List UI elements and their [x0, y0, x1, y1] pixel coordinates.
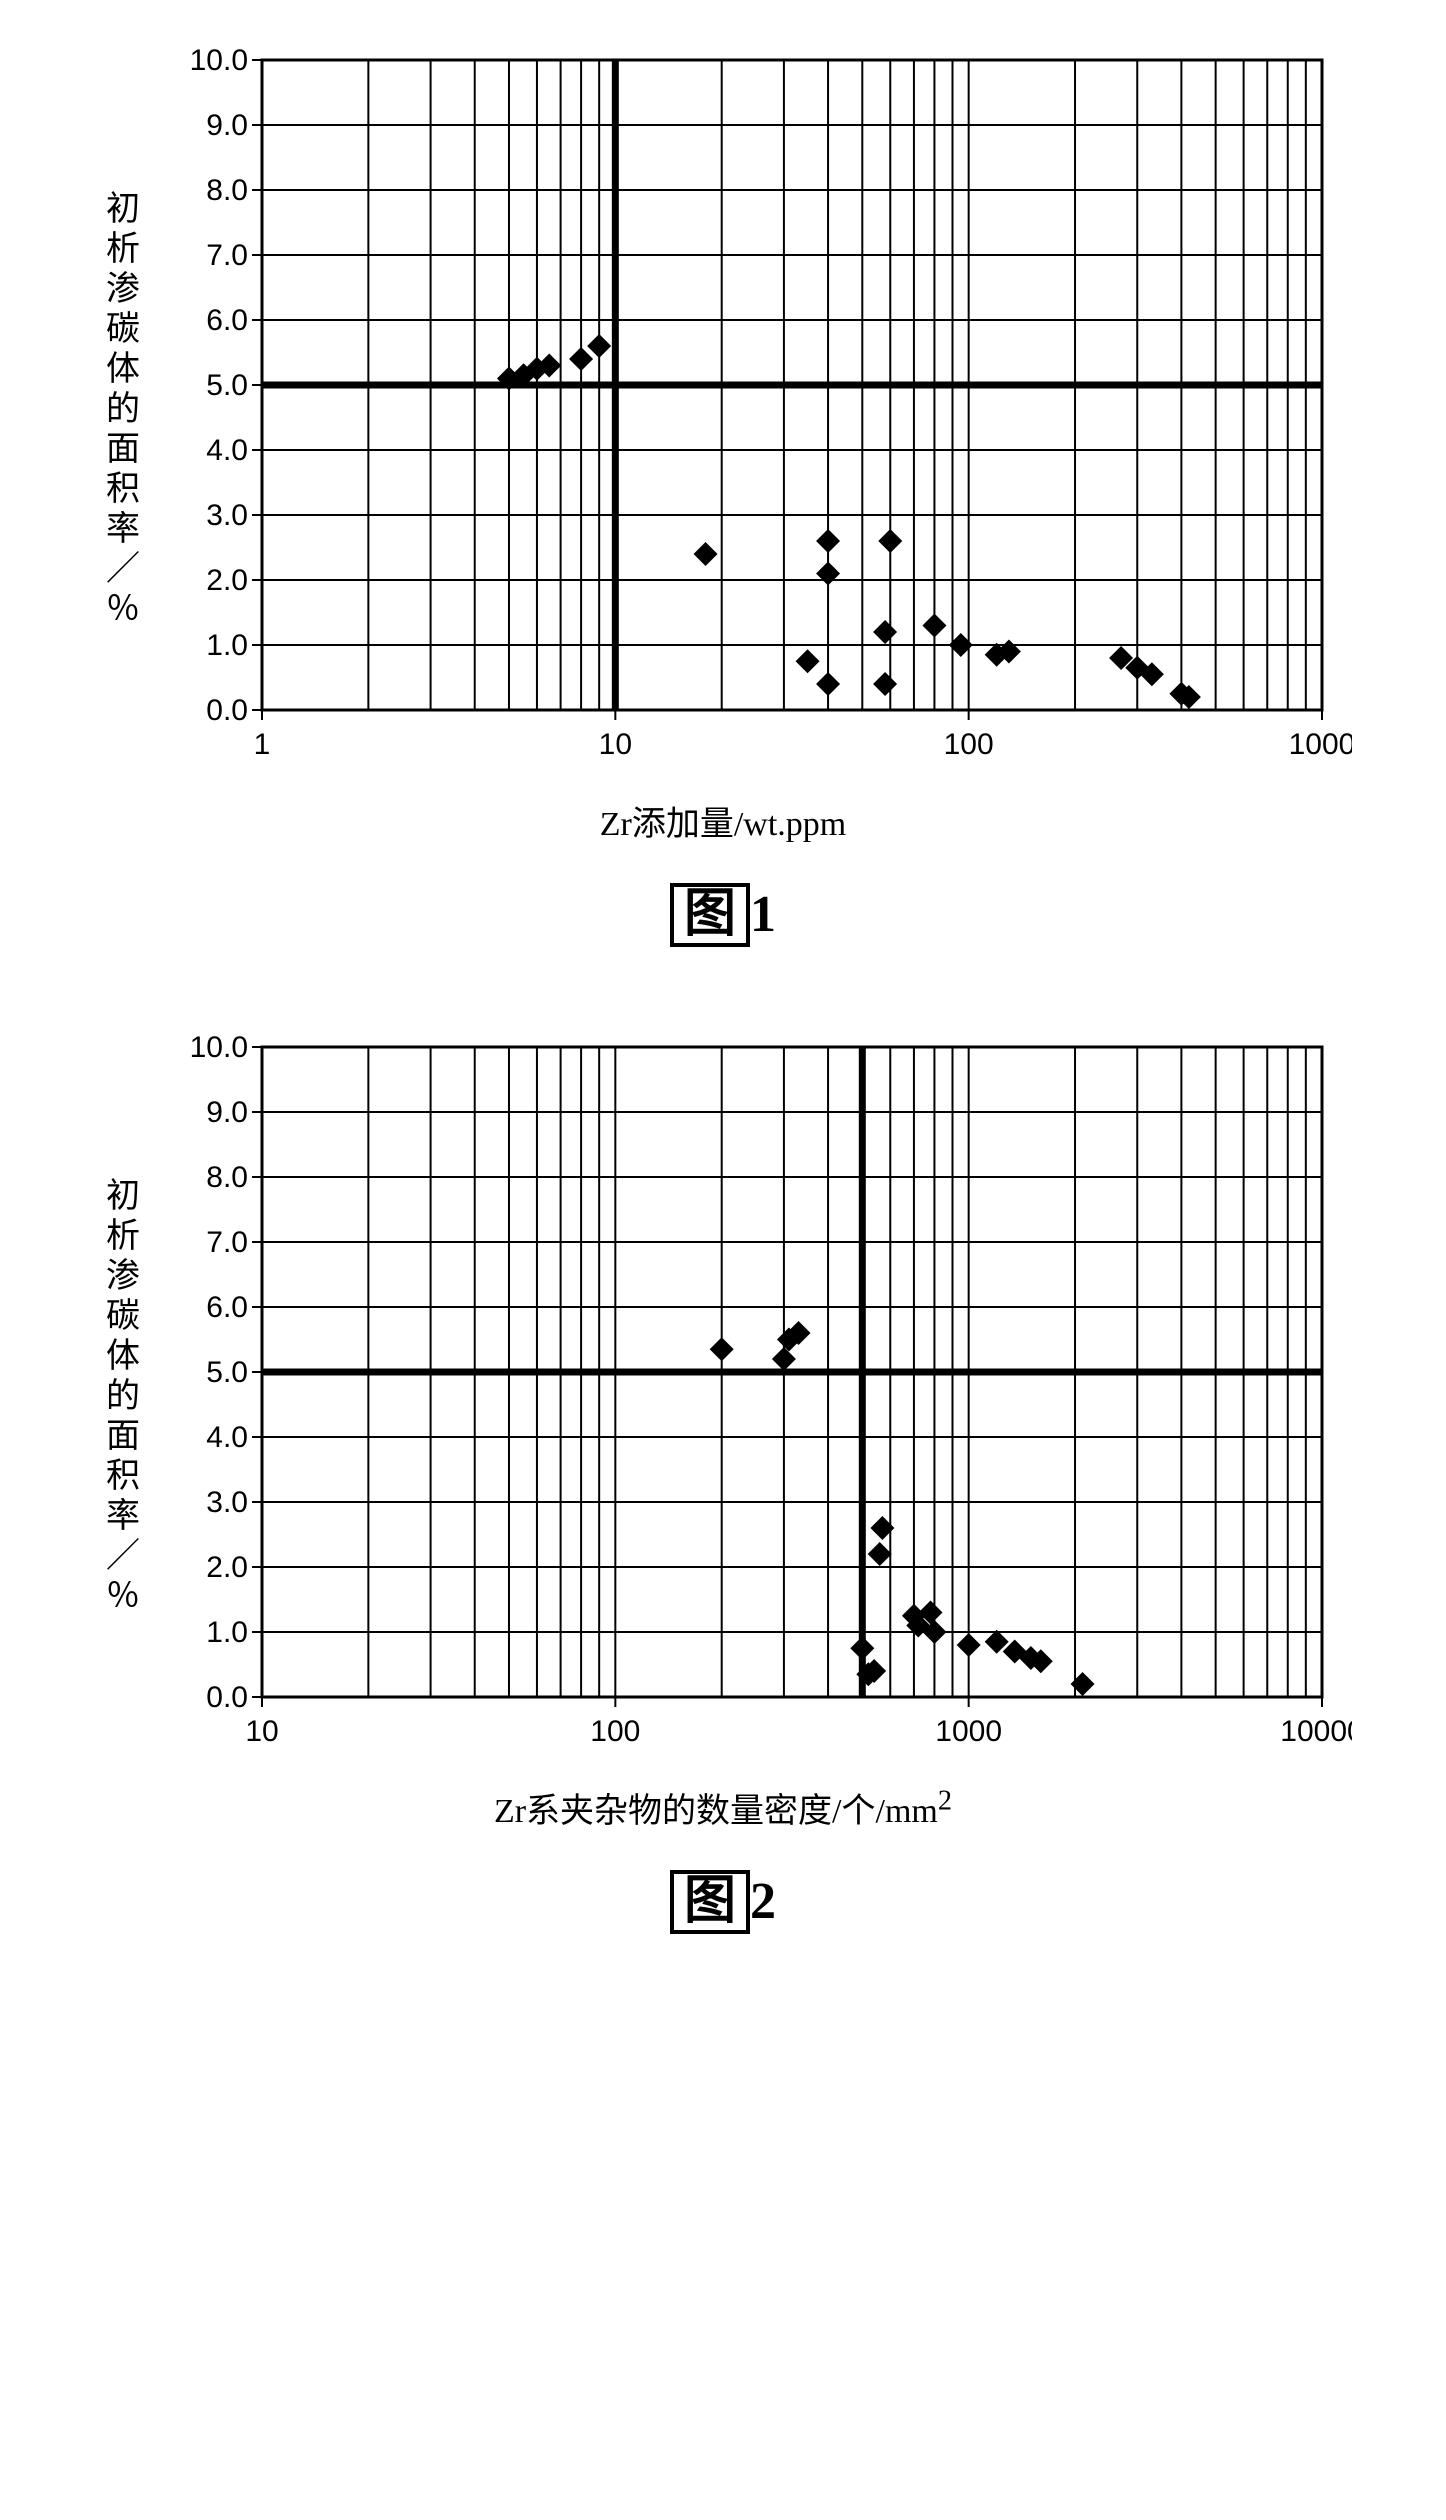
svg-text:2.0: 2.0 [206, 564, 248, 597]
svg-text:4.0: 4.0 [206, 1421, 248, 1454]
svg-text:5.0: 5.0 [206, 369, 248, 402]
svg-text:6.0: 6.0 [206, 1291, 248, 1324]
svg-text:3.0: 3.0 [206, 1486, 248, 1519]
svg-text:10: 10 [245, 1715, 278, 1748]
fig1-xlabel: Zr添加量/wt.ppm [20, 796, 1426, 845]
fig1-ylabel: 初析渗碳体的面积率／％ [95, 190, 144, 630]
svg-text:10.0: 10.0 [189, 44, 247, 77]
fig2-ylabel: 初析渗碳体的面积率／％ [95, 1177, 144, 1617]
svg-text:8.0: 8.0 [206, 1161, 248, 1194]
svg-text:5.0: 5.0 [206, 1356, 248, 1389]
svg-text:9.0: 9.0 [206, 109, 248, 142]
fig2-xlabel: Zr系夹杂物的数量密度/个/mm2 [20, 1783, 1426, 1832]
svg-text:3.0: 3.0 [206, 499, 248, 532]
fig2-caption: 图2 [20, 1870, 1426, 1934]
figure-1: 初析渗碳体的面积率／％ 0.0 1.0 2.0 3.0 4.0 5.0 6.0 7.0 8.0 9… [20, 40, 1426, 947]
svg-text:1000: 1000 [1288, 728, 1351, 761]
svg-text:6.0: 6.0 [206, 304, 248, 337]
svg-text:2.0: 2.0 [206, 1551, 248, 1584]
svg-text:0.0: 0.0 [206, 694, 248, 727]
svg-text:10000: 10000 [1280, 1715, 1352, 1748]
svg-text:10.0: 10.0 [189, 1031, 247, 1064]
svg-text:1.0: 1.0 [206, 1616, 248, 1649]
svg-text:0.0: 0.0 [206, 1681, 248, 1714]
svg-text:4.0: 4.0 [206, 434, 248, 467]
svg-text:10: 10 [598, 728, 631, 761]
svg-text:7.0: 7.0 [206, 239, 248, 272]
svg-text:7.0: 7.0 [206, 1226, 248, 1259]
figure-2: 初析渗碳体的面积率／％ 0.0 1.0 2.0 3.0 4.0 5.0 6.0 7.0 8.0 9… [20, 1027, 1426, 1934]
fig2-plot: 0.0 1.0 2.0 3.0 4.0 5.0 6.0 7.0 8.0 9.0 10.0 10 100 1… [152, 1027, 1352, 1767]
svg-text:100: 100 [943, 728, 993, 761]
svg-text:1.0: 1.0 [206, 629, 248, 662]
svg-text:1000: 1000 [935, 1715, 1002, 1748]
fig1-caption: 图1 [20, 883, 1426, 947]
svg-text:100: 100 [590, 1715, 640, 1748]
svg-text:8.0: 8.0 [206, 174, 248, 207]
svg-text:1: 1 [253, 728, 270, 761]
svg-text:9.0: 9.0 [206, 1096, 248, 1129]
fig1-plot: 0.0 1.0 2.0 3.0 4.0 5.0 6.0 7.0 8.0 9.0 10.0 1 10 100… [152, 40, 1352, 780]
